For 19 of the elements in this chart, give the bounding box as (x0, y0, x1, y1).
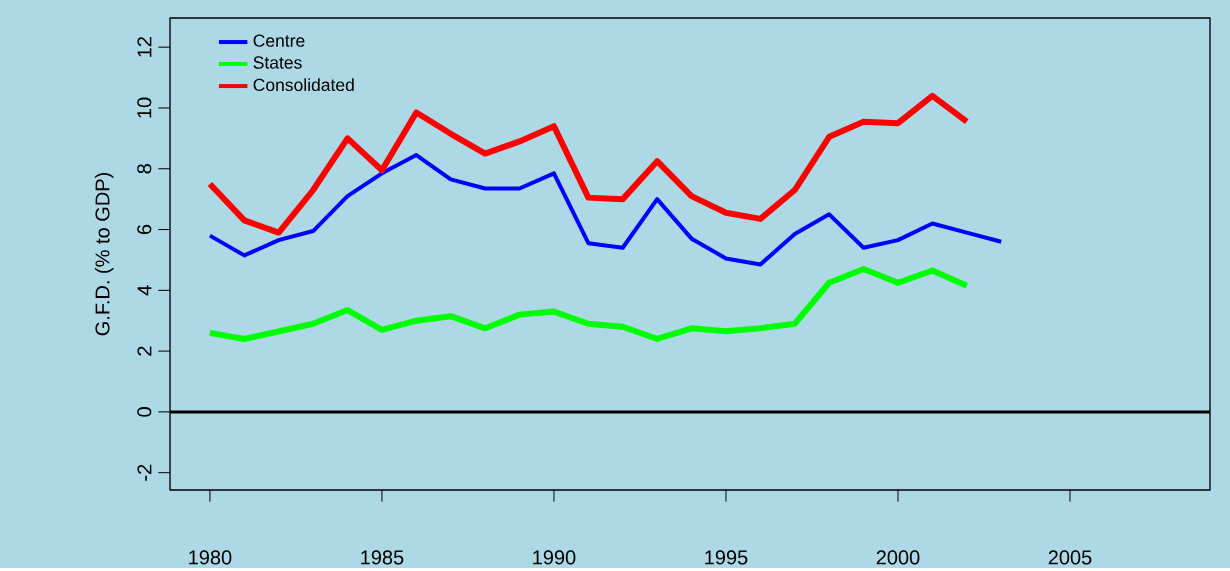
legend-label: Centre (253, 34, 305, 47)
y-tick-label: 6 (137, 224, 152, 234)
y-tick-label: -2 (137, 464, 152, 481)
line-series (207, 153, 1004, 267)
x-tick-label: 2000 (876, 550, 920, 565)
y-tick-label: 0 (137, 407, 152, 417)
y-tick-label: 10 (137, 97, 152, 118)
x-tick-label: 1995 (705, 550, 748, 565)
x-tick-label: 1990 (533, 550, 576, 565)
x-tick-label: 1980 (189, 550, 232, 565)
legend-label: Consolidated (253, 78, 354, 91)
x-tick-label: 2005 (1048, 550, 1092, 565)
y-tick-label: 2 (137, 346, 152, 356)
y-axis-title: G.F.D. (% to GDP) (94, 172, 114, 336)
y-tick-label: 12 (137, 36, 152, 57)
x-tick-label: 1985 (361, 550, 404, 565)
legend-label: States (253, 56, 302, 69)
y-tick-label: 8 (137, 163, 152, 174)
y-tick-label: 4 (137, 285, 152, 296)
